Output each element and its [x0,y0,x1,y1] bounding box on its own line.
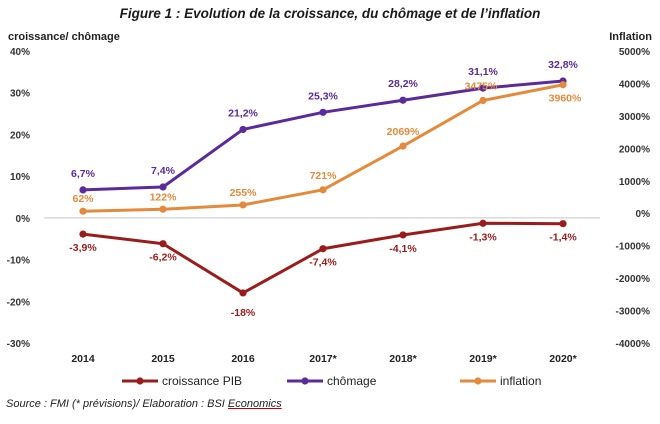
right-axis-tick: -4000% [616,339,651,350]
right-axis-tick: -1000% [616,242,651,253]
legend-label: croissance PIB [162,374,242,388]
legend: croissance PIB chômage inflation [122,374,541,388]
left-axis-ticks: 40% 30% 20% 10% 0% -10% -20% -30% [7,47,30,350]
data-label: 62% [72,193,94,205]
data-label: -7,4% [309,257,337,269]
right-axis-tick: 4000% [619,79,650,90]
data-point [79,230,87,238]
data-point [239,125,247,134]
right-axis-tick: 5000% [619,47,650,58]
data-point [79,186,87,194]
data-label: 3960% [549,93,582,105]
left-axis-tick: 30% [10,89,30,100]
right-axis-label: Inflation [609,31,652,43]
data-point [159,240,167,248]
left-axis-tick: -10% [7,256,30,267]
right-axis-tick: 1000% [619,177,650,188]
source-note: Source : FMI (* prévisions)/ Elaboration… [6,398,282,410]
legend-swatch-marker [136,377,144,385]
data-label: -6,2% [149,252,177,264]
data-label: 21,2% [228,107,258,119]
x-axis-tick: 2017* [309,353,337,365]
data-label: 7,4% [151,165,176,177]
data-label: 31,1% [468,66,498,78]
data-point [559,220,567,228]
data-label: 122% [150,191,178,203]
data-label: 6,7% [71,168,96,180]
data-point [399,231,407,239]
data-label: 2069% [387,126,420,138]
chart-title: Figure 1 : Evolution de la croissance, d… [119,6,541,21]
data-point [399,96,407,104]
left-axis-tick: 40% [10,47,30,58]
data-label: 25,3% [308,90,338,102]
data-point [319,186,327,194]
data-label: 28,2% [388,78,418,90]
data-point [399,142,407,150]
data-label: 3475% [465,80,498,92]
data-point [159,205,167,213]
data-label: 255% [230,187,258,199]
data-point [79,207,87,215]
source-text: Source : FMI (* prévisions)/ Elaboration… [6,398,228,410]
x-axis-tick: 2019* [469,353,497,365]
left-axis-tick: 20% [10,130,30,141]
x-axis-tick: 2015 [151,353,175,365]
legend-swatch-marker [474,377,482,385]
chart: croissance/ chômage Inflation 40% 30% 20% 1… [7,31,653,388]
data-label: 32,8% [548,59,578,71]
left-axis-tick: -20% [7,297,30,308]
legend-swatch-marker [301,377,309,385]
left-axis-tick: 0% [16,214,31,225]
legend-label: inflation [500,374,541,388]
data-point [159,183,167,191]
data-point [239,201,247,209]
left-axis-tick: -30% [7,339,30,350]
x-axis-ticks: 2014 2015 2016 2017* 2018* 2019* 2020* [71,353,577,365]
left-axis-label: croissance/ chômage [8,31,120,43]
right-axis-ticks: 5000% 4000% 3000% 2000% 1000% 0% -1000% -2000% -… [616,47,651,350]
data-point [559,81,567,89]
data-point [479,84,487,92]
right-axis-tick: -2000% [616,274,651,285]
data-label: -3,9% [69,242,97,254]
series-layer: -3,9% -6,2% -18% -7,4% -4,1% -1,3% -1,4% 6,7% 7,… [69,59,582,319]
x-axis-tick: 2014 [71,353,95,365]
source-text-underlined: Economics [227,398,282,410]
x-axis-tick: 2016 [231,353,255,365]
data-label: -18% [231,307,256,319]
data-label: -1,4% [549,232,577,244]
right-axis-tick: -3000% [616,307,651,318]
data-label: -1,3% [469,231,497,243]
right-axis-tick: 3000% [619,112,650,123]
right-axis-tick: 0% [636,209,651,220]
right-axis-tick: 2000% [619,144,650,155]
x-axis-tick: 2018* [389,353,417,365]
data-point [479,219,487,227]
data-label: -4,1% [389,243,417,255]
x-axis-tick: 2020* [549,353,577,365]
data-point [239,289,247,297]
legend-label: chômage [327,374,377,388]
data-label: 721% [310,170,338,182]
data-point [319,108,327,116]
data-point [319,245,327,253]
left-axis-tick: 10% [10,172,30,183]
data-point [479,96,487,105]
